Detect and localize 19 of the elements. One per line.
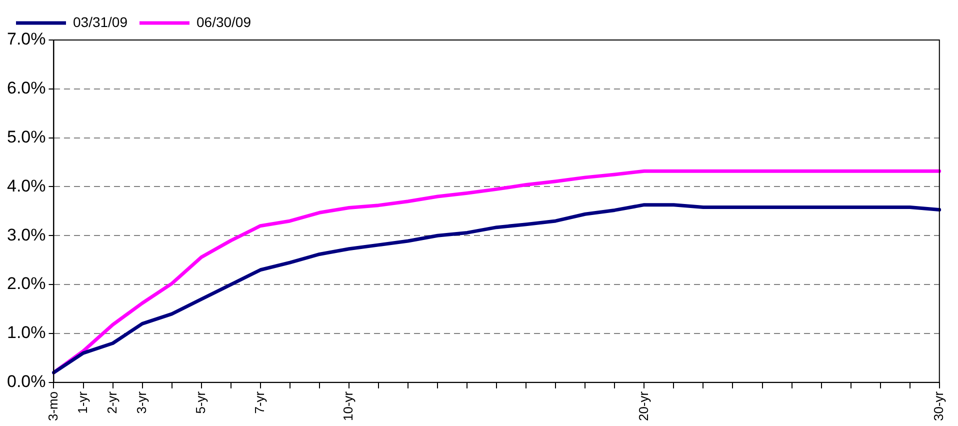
y-tick-label: 7.0% xyxy=(7,30,46,49)
y-tick-label: 6.0% xyxy=(7,78,46,98)
x-tick-label: 5-yr xyxy=(192,390,208,414)
x-tick-label: 20-yr xyxy=(636,390,651,422)
x-tick-label: 1-yr xyxy=(74,390,90,414)
y-tick-label: 1.0% xyxy=(7,323,46,342)
x-tick-label: 2-yr xyxy=(104,390,120,414)
x-tick-label: 30-yr xyxy=(930,390,946,422)
y-tick-label: 2.0% xyxy=(7,274,46,294)
legend-label: 06/30/09 xyxy=(196,14,252,30)
x-tick-label: 7-yr xyxy=(252,390,267,414)
y-tick-label: 4.0% xyxy=(7,176,46,196)
x-tick-label: 10-yr xyxy=(340,390,356,422)
x-tick-label: 3-mo xyxy=(45,391,60,422)
y-tick-label: 0.0% xyxy=(7,372,46,392)
y-tick-label: 5.0% xyxy=(7,128,46,147)
x-tick-label: 3-yr xyxy=(134,390,149,414)
y-tick-label: 3.0% xyxy=(7,225,46,244)
legend-label: 03/31/09 xyxy=(73,14,128,30)
